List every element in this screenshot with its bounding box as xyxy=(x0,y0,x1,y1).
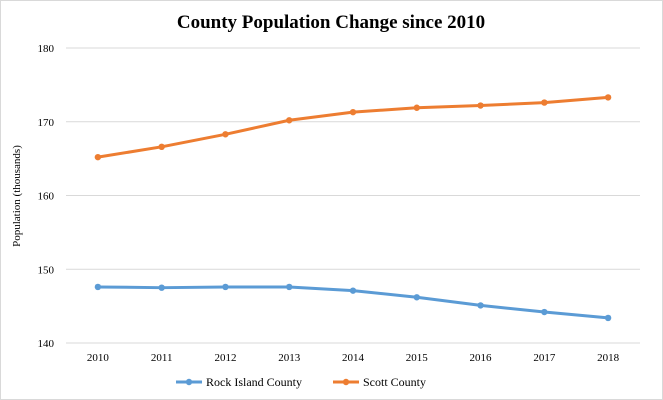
series-line xyxy=(96,95,610,159)
data-point xyxy=(541,99,548,106)
data-point xyxy=(222,283,229,291)
x-tick-label: 2010 xyxy=(87,352,110,364)
y-axis-ticks: 140 150 160 170 180 xyxy=(38,43,55,350)
x-tick-label: 2013 xyxy=(278,352,301,364)
data-point xyxy=(604,314,612,322)
gridlines xyxy=(66,47,640,344)
x-tick-label: 2012 xyxy=(214,352,236,364)
data-point xyxy=(477,102,484,109)
x-tick-label: 2016 xyxy=(470,352,493,364)
legend-label: Rock Island County xyxy=(206,375,302,389)
data-point xyxy=(413,294,420,301)
x-tick-label: 2011 xyxy=(151,352,173,364)
data-point xyxy=(413,104,420,111)
series-rock-island-county xyxy=(94,283,612,322)
x-tick-label: 2018 xyxy=(597,352,620,364)
data-point xyxy=(94,153,102,161)
data-point xyxy=(349,108,357,116)
data-point xyxy=(477,302,484,309)
data-point xyxy=(158,143,165,151)
x-tick-label: 2015 xyxy=(406,352,429,364)
y-tick-label: 150 xyxy=(38,264,55,276)
data-point xyxy=(286,283,293,291)
x-axis-ticks: 2010 2011 2012 2013 2014 2015 2016 2017 2018 xyxy=(87,352,620,364)
legend: Rock Island County Scott County xyxy=(176,375,426,389)
legend-marker xyxy=(342,378,350,386)
data-point xyxy=(286,117,293,124)
chart-title: County Population Change since 2010 xyxy=(177,12,485,33)
legend-item: Scott County xyxy=(333,375,426,389)
legend-item: Rock Island County xyxy=(176,375,302,389)
x-tick-label: 2014 xyxy=(342,352,365,364)
y-axis-title: Population (thousands) xyxy=(11,145,23,247)
data-point xyxy=(158,284,165,291)
x-tick-label: 2017 xyxy=(533,352,556,364)
data-point xyxy=(222,131,229,138)
series-scott-county xyxy=(94,94,612,161)
legend-label: Scott County xyxy=(363,375,426,389)
data-point xyxy=(604,94,612,101)
y-tick-label: 140 xyxy=(38,338,55,350)
data-point xyxy=(541,308,548,316)
y-tick-label: 170 xyxy=(38,117,55,129)
legend-marker xyxy=(185,378,193,386)
data-point xyxy=(94,283,102,291)
y-tick-label: 180 xyxy=(38,43,55,55)
data-point xyxy=(349,287,357,294)
series-layer xyxy=(94,94,612,322)
y-tick-label: 160 xyxy=(38,191,55,203)
